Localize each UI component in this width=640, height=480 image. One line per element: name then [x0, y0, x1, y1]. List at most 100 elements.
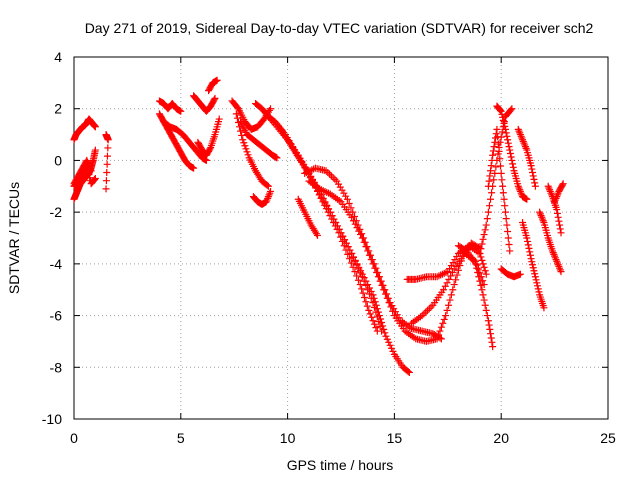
x-tick-labels: 0 5 10 15 20 25 [70, 430, 616, 446]
data-point [501, 202, 509, 210]
data-point [550, 250, 558, 258]
data-point [369, 317, 377, 325]
data-point [358, 285, 366, 293]
data-point [498, 110, 506, 118]
data-point [486, 172, 494, 180]
data-point [531, 179, 539, 187]
data-point [477, 281, 485, 289]
data-point [497, 169, 505, 177]
data-point [504, 136, 512, 144]
data-point [516, 186, 524, 194]
data-point [360, 277, 368, 285]
data-point [551, 252, 559, 260]
data-point [85, 171, 93, 179]
data-point [442, 312, 450, 320]
data-point [91, 146, 99, 154]
data-point [446, 296, 454, 304]
data-point [360, 238, 368, 246]
data-point [505, 143, 513, 151]
data-point [553, 209, 561, 217]
data-point [508, 105, 516, 113]
data-point [439, 319, 447, 327]
data-point [558, 181, 566, 189]
data-point [373, 327, 381, 335]
data-point [314, 231, 322, 239]
data-point [504, 139, 512, 147]
y-tick-label: 2 [54, 101, 62, 117]
data-point [529, 168, 537, 176]
data-point [349, 253, 357, 261]
data-point [211, 94, 219, 102]
data-point [353, 261, 361, 269]
series-arc-20-b [484, 125, 514, 255]
data-point [364, 286, 372, 294]
data-point [498, 176, 506, 184]
data-point [529, 264, 537, 272]
data-point [405, 368, 413, 376]
data-point [480, 296, 488, 304]
data-point [499, 113, 507, 121]
data-point [476, 277, 484, 285]
data-point [489, 151, 497, 159]
data-point [531, 270, 539, 278]
data-point [494, 140, 502, 148]
series-arc-22-c [551, 180, 567, 206]
series-arc-18-a [454, 242, 497, 351]
data-point [528, 165, 536, 173]
data-point [385, 338, 393, 346]
data-point [372, 308, 380, 316]
series-arc-08-b [232, 110, 272, 190]
data-point [340, 242, 348, 250]
data-point [453, 271, 461, 279]
data-point [478, 256, 486, 264]
data-point [347, 204, 355, 212]
data-point [532, 276, 540, 284]
data-point [516, 187, 524, 195]
data-point [516, 270, 524, 278]
data-point [237, 127, 245, 135]
data-point [482, 306, 490, 314]
data-point [326, 170, 334, 178]
data-point [496, 155, 504, 163]
data-point [487, 162, 495, 170]
data-point [493, 125, 501, 133]
data-point [551, 198, 559, 206]
data-point [523, 234, 531, 242]
data-point [549, 249, 557, 257]
data-point [553, 257, 561, 265]
data-point [478, 240, 486, 248]
data-point [486, 325, 494, 333]
data-point [354, 276, 362, 284]
data-point [536, 208, 544, 216]
data-point [267, 187, 275, 195]
data-point [383, 294, 391, 302]
axis-ticks [73, 56, 609, 420]
data-point [177, 107, 185, 115]
data-point [452, 276, 460, 284]
data-point [102, 177, 110, 185]
data-point [473, 264, 481, 272]
data-point [538, 213, 546, 221]
data-point [263, 196, 271, 204]
data-point [386, 341, 394, 349]
data-point [445, 275, 453, 283]
x-tick-label: 20 [493, 430, 509, 446]
series-arc-08-c [249, 187, 275, 208]
data-point [206, 145, 214, 153]
series-arc-09-b [262, 110, 386, 335]
data-point [376, 322, 384, 330]
data-point [389, 347, 397, 355]
data-point [476, 250, 484, 258]
data-point [440, 315, 448, 323]
data-point [554, 213, 562, 221]
data-point [533, 279, 541, 287]
data-point [338, 237, 346, 245]
data-point [239, 136, 247, 144]
data-point [433, 335, 441, 343]
data-point [523, 195, 531, 203]
data-point [367, 294, 375, 302]
series-arc-06-b [194, 115, 223, 159]
series-arc-early-a [70, 115, 99, 144]
data-point [519, 136, 527, 144]
data-point [514, 125, 522, 133]
